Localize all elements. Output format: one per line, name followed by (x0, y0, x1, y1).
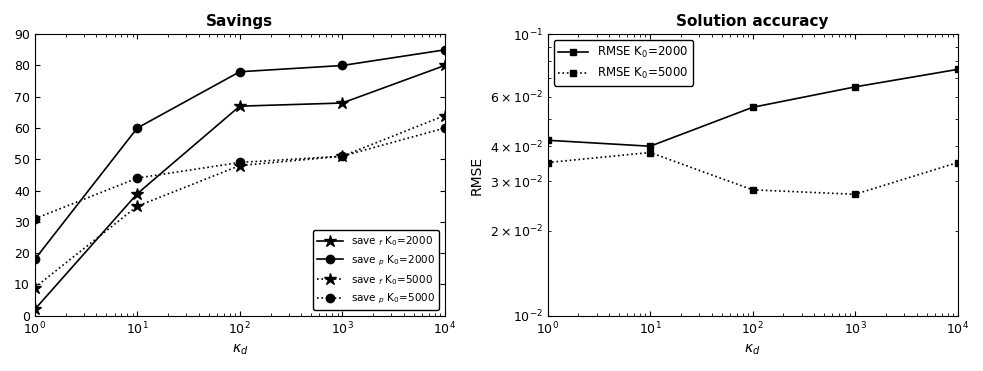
save $_{p}$ K$_{0}$=2000 (234, 69, 246, 74)
save $_{p}$ K$_{0}$=5000 (234, 160, 246, 165)
RMSE K$_{0}$=2000 (542, 138, 553, 142)
save $_{f}$ K$_{0}$=2000 (336, 101, 348, 105)
save $_{p}$ K$_{0}$=5000 (132, 176, 144, 180)
save $_{p}$ K$_{0}$=2000 (29, 257, 40, 262)
Line: RMSE K$_{0}$=2000: RMSE K$_{0}$=2000 (545, 66, 961, 150)
save $_{f}$ K$_{0}$=2000 (234, 104, 246, 108)
save $_{p}$ K$_{0}$=5000 (336, 154, 348, 158)
RMSE K$_{0}$=2000 (747, 105, 759, 109)
RMSE K$_{0}$=5000 (747, 188, 759, 192)
X-axis label: $\kappa_d$: $\kappa_d$ (232, 343, 248, 357)
RMSE K$_{0}$=5000 (952, 160, 963, 165)
save $_{f}$ K$_{0}$=5000 (132, 204, 144, 209)
save $_{f}$ K$_{0}$=2000 (132, 191, 144, 196)
save $_{f}$ K$_{0}$=2000 (438, 63, 450, 68)
save $_{p}$ K$_{0}$=5000 (438, 126, 450, 130)
RMSE K$_{0}$=5000 (849, 192, 861, 197)
RMSE K$_{0}$=2000 (849, 85, 861, 89)
Title: Solution accuracy: Solution accuracy (676, 14, 829, 29)
Y-axis label: RMSE: RMSE (470, 155, 484, 194)
RMSE K$_{0}$=2000 (644, 144, 656, 148)
save $_{p}$ K$_{0}$=5000 (29, 217, 40, 221)
save $_{f}$ K$_{0}$=5000 (29, 285, 40, 290)
save $_{f}$ K$_{0}$=5000 (438, 113, 450, 118)
Legend: RMSE K$_{0}$=2000, RMSE K$_{0}$=5000: RMSE K$_{0}$=2000, RMSE K$_{0}$=5000 (553, 40, 693, 86)
Title: Savings: Savings (206, 14, 273, 29)
save $_{p}$ K$_{0}$=2000 (336, 63, 348, 68)
save $_{p}$ K$_{0}$=2000 (132, 126, 144, 130)
save $_{p}$ K$_{0}$=2000 (438, 47, 450, 52)
Legend: save $_{f}$ K$_{0}$=2000, save $_{p}$ K$_{0}$=2000, save $_{f}$ K$_{0}$=5000, sa: save $_{f}$ K$_{0}$=2000, save $_{p}$ K$… (313, 230, 439, 311)
RMSE K$_{0}$=2000 (952, 67, 963, 72)
Line: save $_{p}$ K$_{0}$=2000: save $_{p}$ K$_{0}$=2000 (30, 46, 449, 263)
RMSE K$_{0}$=5000 (644, 150, 656, 155)
Line: save $_{p}$ K$_{0}$=5000: save $_{p}$ K$_{0}$=5000 (30, 124, 449, 223)
Line: RMSE K$_{0}$=5000: RMSE K$_{0}$=5000 (545, 149, 961, 198)
save $_{f}$ K$_{0}$=5000 (234, 163, 246, 168)
X-axis label: $\kappa_d$: $\kappa_d$ (744, 343, 761, 357)
Line: save $_{f}$ K$_{0}$=2000: save $_{f}$ K$_{0}$=2000 (29, 59, 451, 316)
RMSE K$_{0}$=5000 (542, 160, 553, 165)
save $_{f}$ K$_{0}$=2000 (29, 307, 40, 312)
Line: save $_{f}$ K$_{0}$=5000: save $_{f}$ K$_{0}$=5000 (29, 109, 451, 294)
save $_{f}$ K$_{0}$=5000 (336, 154, 348, 158)
